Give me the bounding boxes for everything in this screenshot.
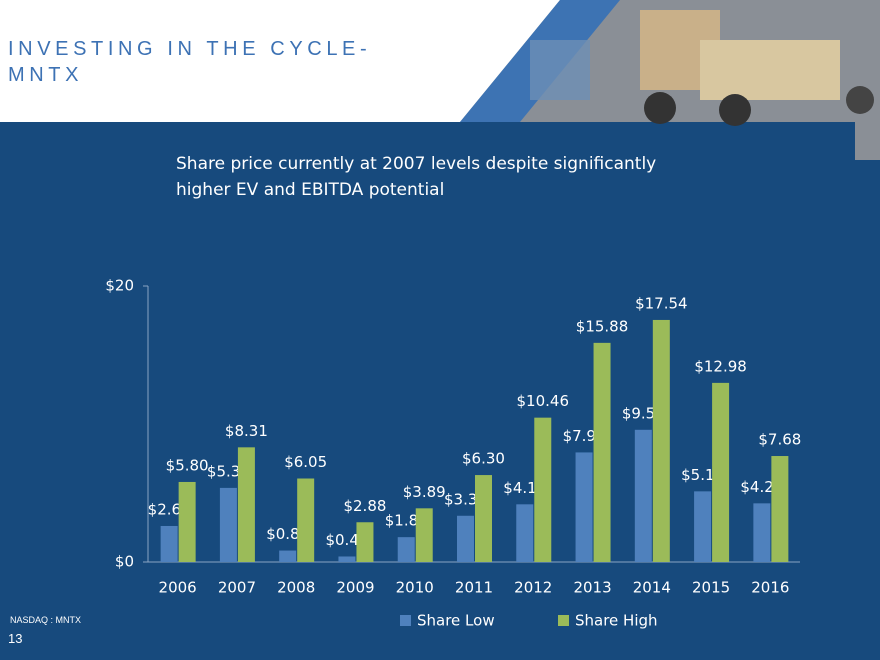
bar: [356, 522, 374, 562]
bar: [634, 429, 652, 562]
bar: [219, 487, 237, 562]
bar: [694, 491, 712, 562]
header: INVESTING IN THE CYCLE- MNTX: [0, 0, 880, 160]
legend-label: Share High: [575, 612, 658, 630]
legend-swatch: [558, 615, 569, 626]
value-label: $5.80: [166, 456, 209, 474]
bar: [712, 382, 730, 562]
chart-subtitle: Share price currently at 2007 levels des…: [176, 154, 657, 200]
header-art: [460, 0, 880, 160]
x-tick-label: 2014: [633, 579, 671, 597]
bar: [415, 508, 433, 562]
value-label: $15.88: [576, 317, 629, 335]
bar: [771, 456, 789, 562]
bar: [178, 481, 196, 562]
bar: [237, 447, 255, 562]
value-label: $10.46: [517, 392, 570, 410]
bar: [575, 452, 593, 562]
x-tick-label: 2011: [455, 579, 493, 597]
x-tick-label: 2006: [159, 579, 197, 597]
bar: [516, 504, 534, 562]
x-tick-label: 2009: [336, 579, 374, 597]
bar: [593, 342, 611, 562]
value-label: $3.89: [403, 483, 446, 501]
value-label: $6.05: [284, 453, 327, 471]
x-tick-label: 2008: [277, 579, 315, 597]
bar: [160, 525, 178, 562]
x-tick-label: 2012: [514, 579, 552, 597]
page-number: 13: [8, 631, 23, 646]
footer: NASDAQ : MNTX: [10, 615, 82, 625]
value-label: $2.88: [343, 497, 386, 515]
bar: [475, 475, 492, 562]
bar: [397, 537, 415, 562]
x-tick-label: 2007: [218, 579, 256, 597]
y-tick-label: $20: [105, 277, 134, 295]
x-tick-label: 2010: [396, 579, 434, 597]
bar: [534, 417, 552, 562]
value-label: $12.98: [694, 357, 747, 375]
x-tick-label: 2015: [692, 579, 730, 597]
value-label: $7.68: [758, 431, 801, 449]
value-label: $8.31: [225, 422, 268, 440]
bar: [753, 503, 771, 562]
value-label: $17.54: [635, 294, 688, 312]
bar: [338, 556, 356, 562]
x-tick-label: 2016: [751, 579, 789, 597]
slide-title: INVESTING IN THE CYCLE- MNTX: [8, 38, 372, 86]
x-tick-label: 2013: [573, 579, 611, 597]
bar: [279, 550, 297, 562]
bar: [457, 515, 474, 562]
legend-label: Share Low: [417, 612, 495, 630]
value-label: $6.30: [462, 450, 505, 468]
bar: [652, 319, 670, 562]
y-tick-label: $0: [115, 553, 134, 571]
legend-swatch: [400, 615, 411, 626]
bar: [297, 478, 315, 562]
